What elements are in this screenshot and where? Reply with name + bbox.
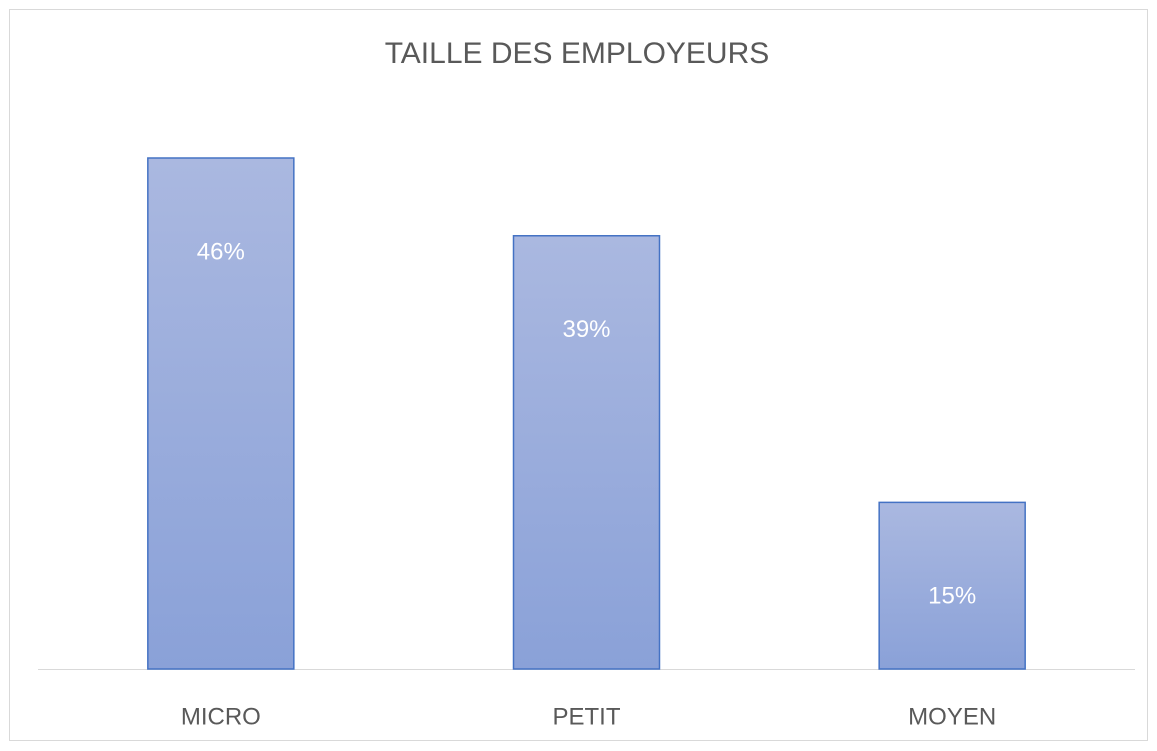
bar (147, 157, 295, 670)
data-label: 46% (197, 238, 245, 265)
data-label: 15% (928, 583, 976, 610)
chart-title: TAILLE DES EMPLOYEURS (385, 37, 770, 70)
x-tick-label: PETIT (552, 703, 620, 730)
data-label: 39% (562, 316, 610, 343)
bar (512, 235, 661, 670)
x-tick-label: MICRO (181, 703, 261, 730)
bar (878, 501, 1026, 670)
x-tick-label: MOYEN (908, 703, 996, 730)
